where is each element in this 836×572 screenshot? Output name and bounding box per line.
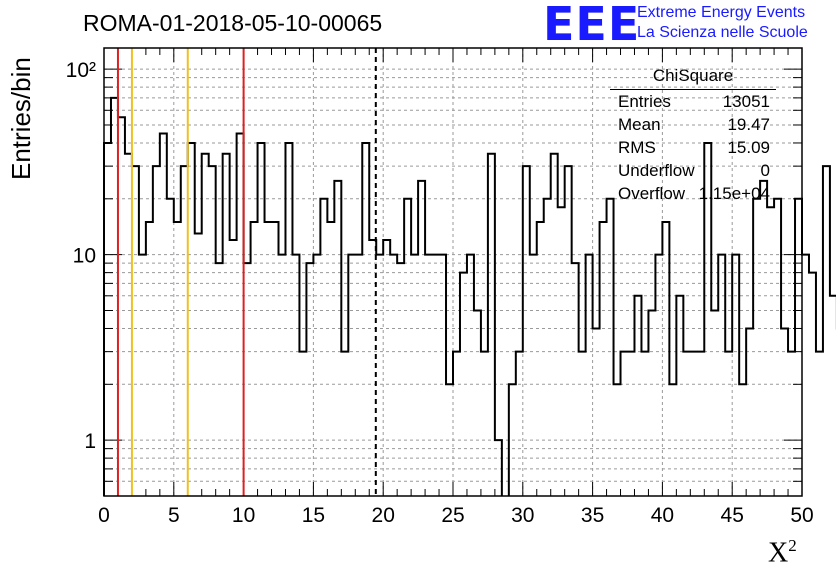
stats-key: Overflow — [618, 184, 686, 203]
x-tick-label: 15 — [302, 504, 325, 527]
y-tick-label: 1 — [84, 430, 96, 453]
x-tick-labels: 0 5 10 15 20 25 30 35 40 45 50 — [98, 504, 814, 527]
stats-key: Entries — [618, 92, 671, 111]
y-tick-label: 10² — [66, 59, 96, 82]
reference-lines — [116, 48, 377, 496]
plot-frame — [103, 47, 803, 497]
x-tick-label: 30 — [511, 504, 534, 527]
stats-box: ChiSquare Entries 13051 Mean 19.47 RMS 1… — [610, 66, 776, 205]
x-axis-label: X2 — [768, 536, 797, 569]
stats-row-entries: Entries 13051 — [610, 90, 776, 113]
x-tick-label: 10 — [232, 504, 255, 527]
y-tick-label: 10 — [73, 245, 96, 268]
stats-row-underflow: Underflow 0 — [610, 159, 776, 182]
x-tick-label: 45 — [721, 504, 744, 527]
x-tick-label: 50 — [790, 504, 813, 527]
logo-line-2: La Scienza nelle Scuole — [637, 24, 808, 41]
stats-value: 1.15e+04 — [698, 184, 770, 203]
x-tick-label: 35 — [581, 504, 604, 527]
stats-title: ChiSquare — [610, 66, 776, 90]
stats-value: 0 — [760, 161, 770, 180]
stats-row-overflow: Overflow 1.15e+04 — [610, 182, 776, 205]
eee-logo: EEE — [543, 0, 641, 51]
stats-row-rms: RMS 15.09 — [610, 136, 776, 159]
stats-key: Mean — [618, 115, 661, 134]
x-tick-label: 20 — [372, 504, 395, 527]
x-tick-label: 25 — [441, 504, 464, 527]
stats-row-mean: Mean 19.47 — [610, 113, 776, 136]
y-tick-labels: 1 10 10² — [66, 59, 96, 453]
histogram-series — [103, 96, 836, 496]
stats-value: 15.09 — [727, 138, 770, 157]
y-axis-label: Entries/bin — [6, 57, 36, 180]
x-tick-label: 0 — [98, 504, 110, 527]
x-tick-label: 5 — [168, 504, 180, 527]
stats-value: 19.47 — [727, 115, 770, 134]
logo-line-1: Extreme Energy Events — [637, 4, 806, 21]
stats-key: Underflow — [618, 161, 695, 180]
x-tick-label: 40 — [651, 504, 674, 527]
chart-title: ROMA-01-2018-05-10-00065 — [83, 10, 383, 36]
stats-key: RMS — [618, 138, 656, 157]
stats-value: 13051 — [722, 92, 770, 111]
